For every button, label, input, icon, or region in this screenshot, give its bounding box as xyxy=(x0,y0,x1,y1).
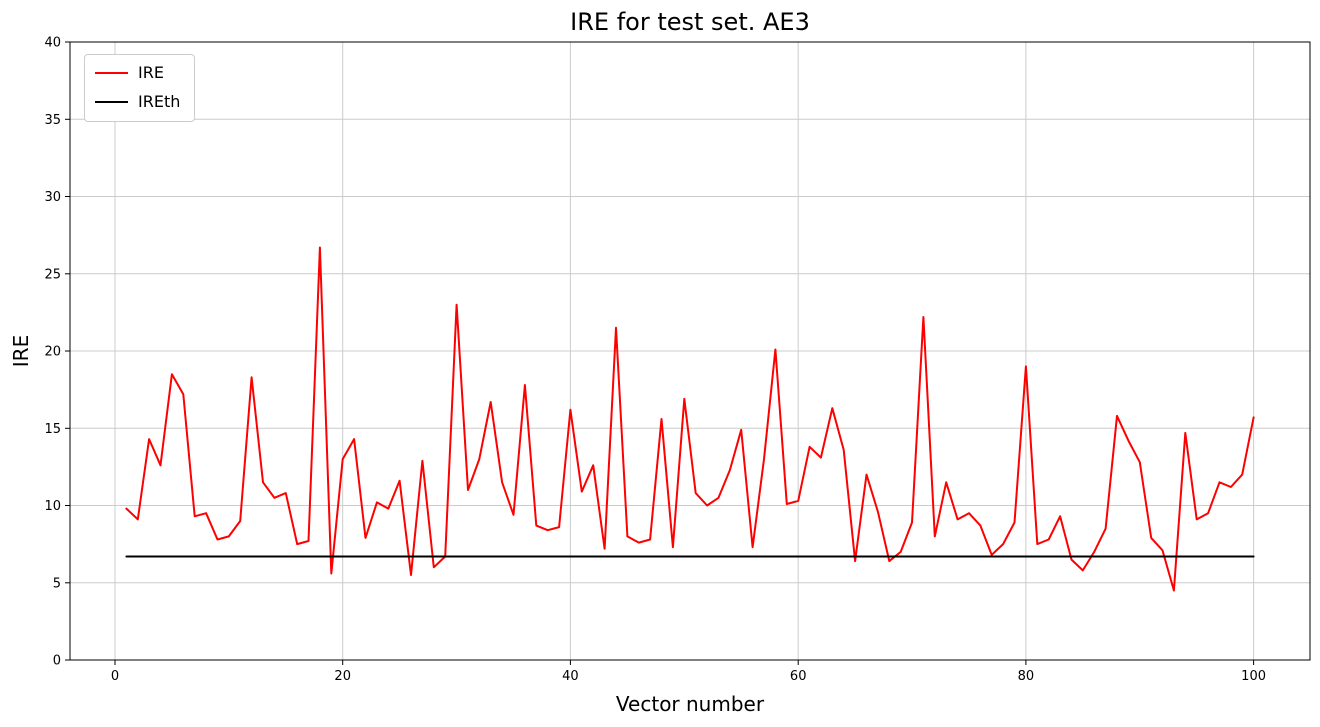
svg-text:0: 0 xyxy=(53,654,61,669)
legend-label: IREth xyxy=(138,91,181,111)
svg-text:100: 100 xyxy=(1241,669,1266,684)
chart-title: IRE for test set. AE3 xyxy=(570,8,810,36)
legend-item-ire: IRE xyxy=(95,63,180,84)
svg-text:40: 40 xyxy=(562,669,579,684)
svg-text:20: 20 xyxy=(334,669,351,684)
svg-text:30: 30 xyxy=(44,190,61,205)
svg-text:35: 35 xyxy=(44,113,61,128)
legend-line-swatch-ire xyxy=(95,72,128,75)
svg-text:10: 10 xyxy=(44,499,61,514)
svg-text:25: 25 xyxy=(44,267,61,282)
legend-label: IRE xyxy=(138,63,164,82)
svg-text:5: 5 xyxy=(53,576,61,591)
svg-text:60: 60 xyxy=(790,669,807,684)
svg-text:40: 40 xyxy=(44,36,61,51)
svg-text:15: 15 xyxy=(44,422,61,437)
x-axis-label: Vector number xyxy=(615,692,765,716)
svg-text:20: 20 xyxy=(44,345,61,360)
svg-text:0: 0 xyxy=(111,669,119,684)
y-axis-label: IRE xyxy=(9,334,33,368)
legend: IRE IREth xyxy=(84,54,196,122)
legend-item-ireth: IREth xyxy=(95,92,180,113)
legend-line-swatch-ireth xyxy=(95,101,128,104)
svg-text:80: 80 xyxy=(1018,669,1035,684)
